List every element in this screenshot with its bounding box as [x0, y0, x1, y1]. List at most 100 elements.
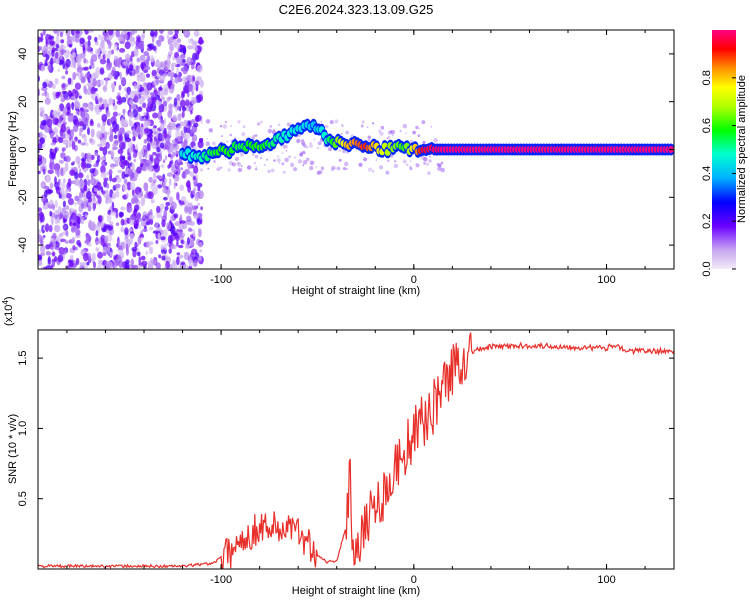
noise-speck — [60, 132, 67, 139]
noise-speck — [57, 68, 60, 73]
noise-speck — [137, 251, 141, 257]
noise-speck — [99, 79, 105, 86]
noise-speck — [224, 120, 227, 124]
noise-speck — [60, 97, 66, 103]
noise-speck — [385, 170, 390, 175]
noise-speck — [48, 224, 53, 233]
noise-speck — [125, 93, 129, 99]
noise-speck — [89, 168, 95, 174]
noise-speck — [148, 176, 153, 183]
noise-speck — [65, 230, 69, 237]
noise-speck — [152, 151, 157, 156]
noise-speck — [340, 132, 343, 135]
noise-speck — [136, 82, 141, 91]
spectrogram-panel: -100 0 100 -40 -20 0 20 40 Height of straight l… — [7, 29, 675, 297]
noise-speck — [270, 168, 275, 173]
noise-speck — [192, 76, 195, 82]
noise-speck — [345, 130, 350, 135]
noise-speck — [128, 64, 134, 72]
noise-speck — [140, 197, 145, 207]
noise-speck — [159, 74, 166, 82]
noise-speck — [44, 189, 48, 199]
noise-speck — [40, 244, 46, 254]
noise-speck — [276, 158, 281, 163]
noise-speck — [45, 265, 52, 269]
noise-speck — [132, 68, 136, 76]
noise-speck — [61, 147, 67, 152]
noise-speck — [198, 36, 203, 45]
noise-speck — [421, 120, 426, 124]
noise-speck — [138, 256, 142, 266]
noise-speck — [405, 132, 408, 135]
noise-speck — [121, 76, 126, 86]
noise-speck — [57, 136, 62, 141]
noise-speck — [58, 247, 65, 255]
noise-speck — [281, 152, 284, 155]
noise-speck — [391, 134, 394, 137]
noise-speck — [71, 217, 77, 225]
noise-speck — [150, 154, 154, 162]
noise-speck — [61, 112, 66, 119]
noise-speck — [69, 261, 74, 268]
noise-speck — [417, 134, 421, 137]
noise-speck — [255, 168, 258, 171]
noise-speck — [72, 202, 78, 206]
noise-speck — [87, 205, 92, 212]
noise-speck — [156, 214, 163, 219]
noise-speck — [192, 189, 196, 196]
noise-speck — [320, 120, 323, 123]
noise-speck — [182, 65, 189, 75]
noise-speck — [344, 161, 349, 167]
bottom-plot-frame — [37, 329, 675, 570]
noise-speck — [77, 199, 84, 206]
noise-speck — [142, 228, 148, 233]
noise-speck — [54, 51, 59, 59]
noise-speck — [133, 122, 137, 130]
noise-speck — [57, 254, 64, 263]
noise-speck — [171, 139, 177, 144]
noise-speck — [71, 224, 78, 231]
noise-speck — [118, 259, 123, 269]
noise-speck — [430, 125, 433, 128]
noise-speck — [66, 50, 70, 55]
noise-speck — [113, 104, 118, 111]
noise-speck — [41, 86, 48, 92]
noise-speck — [59, 93, 64, 98]
noise-speck — [45, 223, 50, 233]
noise-speck — [129, 90, 136, 99]
noise-speck — [193, 213, 199, 220]
noise-speck — [59, 53, 63, 60]
noise-speck — [123, 178, 128, 185]
noise-speck — [170, 201, 177, 210]
noise-speck — [86, 174, 90, 180]
noise-speck — [162, 100, 168, 107]
noise-speck — [92, 163, 99, 168]
noise-speck — [80, 157, 86, 162]
noise-speck — [175, 127, 180, 132]
noise-speck — [164, 243, 167, 251]
noise-speck — [139, 86, 145, 92]
noise-speck — [199, 168, 204, 172]
noise-speck — [98, 106, 104, 110]
noise-speck — [157, 132, 163, 142]
noise-speck — [136, 57, 140, 63]
noise-speck — [125, 246, 129, 256]
noise-speck — [87, 30, 94, 33]
noise-speck — [433, 138, 438, 143]
noise-speck — [87, 179, 91, 186]
noise-speck — [171, 79, 175, 85]
noise-speck — [226, 140, 229, 143]
noise-speck — [426, 163, 430, 166]
noise-speck — [71, 35, 76, 42]
noise-speck — [130, 258, 135, 267]
noise-speck — [88, 255, 92, 263]
noise-speck — [107, 199, 113, 204]
noise-speck — [118, 84, 122, 91]
noise-speck — [180, 239, 185, 245]
noise-speck — [105, 260, 112, 268]
noise-speck — [140, 158, 147, 165]
noise-speck — [173, 97, 178, 107]
noise-speck — [117, 239, 121, 247]
noise-speck — [191, 63, 195, 70]
noise-speck — [93, 187, 98, 192]
